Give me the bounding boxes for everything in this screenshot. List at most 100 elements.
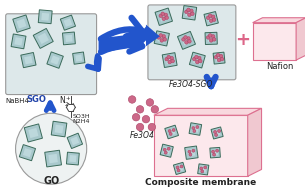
Text: NaBH4: NaBH4 xyxy=(5,98,29,105)
Circle shape xyxy=(146,99,154,106)
Polygon shape xyxy=(205,32,217,45)
Circle shape xyxy=(215,133,217,136)
Polygon shape xyxy=(24,124,42,142)
Polygon shape xyxy=(47,52,63,68)
Polygon shape xyxy=(204,12,218,26)
Circle shape xyxy=(168,60,171,64)
Polygon shape xyxy=(38,10,52,24)
Polygon shape xyxy=(70,136,79,145)
Circle shape xyxy=(172,129,175,132)
Circle shape xyxy=(169,132,172,136)
Circle shape xyxy=(161,12,164,15)
Circle shape xyxy=(214,55,218,59)
Polygon shape xyxy=(248,108,261,176)
Circle shape xyxy=(160,39,163,42)
Polygon shape xyxy=(48,154,58,163)
Polygon shape xyxy=(159,12,169,22)
Circle shape xyxy=(167,147,170,150)
Circle shape xyxy=(201,170,204,173)
Polygon shape xyxy=(160,144,173,157)
Text: Composite membrane: Composite membrane xyxy=(145,178,256,187)
Circle shape xyxy=(187,37,190,40)
Circle shape xyxy=(177,169,180,172)
Circle shape xyxy=(199,59,202,63)
Text: +: + xyxy=(235,31,250,49)
Text: Nafion: Nafion xyxy=(266,62,293,71)
FancyArrowPatch shape xyxy=(101,35,142,52)
Polygon shape xyxy=(63,32,75,45)
Polygon shape xyxy=(253,18,305,23)
Circle shape xyxy=(192,149,195,152)
Circle shape xyxy=(187,8,190,12)
Circle shape xyxy=(196,60,199,64)
Circle shape xyxy=(16,113,87,184)
Polygon shape xyxy=(38,33,49,44)
Circle shape xyxy=(184,36,187,39)
Circle shape xyxy=(192,127,195,129)
Polygon shape xyxy=(11,34,26,49)
Circle shape xyxy=(209,39,213,42)
Polygon shape xyxy=(296,18,305,60)
Polygon shape xyxy=(185,9,193,17)
Polygon shape xyxy=(33,28,53,48)
Circle shape xyxy=(168,129,171,132)
Circle shape xyxy=(191,12,194,15)
Circle shape xyxy=(176,166,179,169)
Polygon shape xyxy=(165,125,178,139)
Circle shape xyxy=(219,54,223,58)
Polygon shape xyxy=(208,35,215,42)
Polygon shape xyxy=(193,56,202,64)
Polygon shape xyxy=(60,15,76,30)
Circle shape xyxy=(159,34,163,37)
Circle shape xyxy=(182,38,185,41)
Polygon shape xyxy=(213,52,225,64)
Circle shape xyxy=(204,166,207,169)
Polygon shape xyxy=(154,108,261,115)
Polygon shape xyxy=(41,13,49,21)
Polygon shape xyxy=(176,165,183,172)
Circle shape xyxy=(216,53,220,57)
Text: $\mathregular{N_2^+}$: $\mathregular{N_2^+}$ xyxy=(59,94,71,109)
Circle shape xyxy=(200,167,203,170)
Circle shape xyxy=(190,9,193,13)
Circle shape xyxy=(192,57,196,61)
Polygon shape xyxy=(188,149,195,156)
Circle shape xyxy=(206,16,210,19)
Circle shape xyxy=(132,113,140,121)
Circle shape xyxy=(136,106,144,113)
Text: SGO: SGO xyxy=(27,94,46,104)
Polygon shape xyxy=(174,162,186,174)
Polygon shape xyxy=(211,127,223,139)
Circle shape xyxy=(170,56,174,60)
Circle shape xyxy=(208,34,212,37)
Polygon shape xyxy=(13,15,30,32)
Circle shape xyxy=(195,55,198,59)
Circle shape xyxy=(196,125,199,129)
Polygon shape xyxy=(65,35,73,42)
Polygon shape xyxy=(69,155,77,162)
Polygon shape xyxy=(185,146,198,159)
Polygon shape xyxy=(51,121,67,137)
Polygon shape xyxy=(66,152,79,165)
Circle shape xyxy=(217,58,221,62)
Circle shape xyxy=(214,131,217,133)
Polygon shape xyxy=(162,53,177,67)
FancyBboxPatch shape xyxy=(6,14,97,94)
Circle shape xyxy=(206,36,210,39)
FancyBboxPatch shape xyxy=(148,5,236,80)
Polygon shape xyxy=(45,150,62,167)
Polygon shape xyxy=(64,18,72,27)
Circle shape xyxy=(211,15,215,19)
Circle shape xyxy=(180,165,183,168)
Circle shape xyxy=(148,123,156,131)
Polygon shape xyxy=(75,55,82,62)
Polygon shape xyxy=(157,34,166,43)
Circle shape xyxy=(185,41,188,44)
Circle shape xyxy=(209,19,213,22)
Polygon shape xyxy=(99,27,152,53)
Circle shape xyxy=(220,57,224,61)
Text: Fe3O4-SGO: Fe3O4-SGO xyxy=(169,80,213,89)
Polygon shape xyxy=(182,5,197,20)
Polygon shape xyxy=(216,55,222,61)
Circle shape xyxy=(162,17,166,20)
